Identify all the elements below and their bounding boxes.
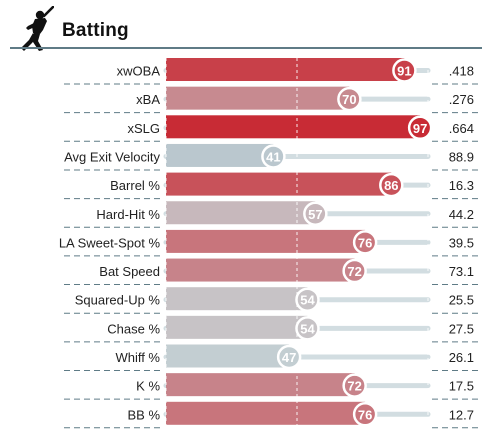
bar	[166, 58, 405, 81]
percentile-marker	[276, 344, 302, 370]
bar	[166, 401, 366, 425]
percentile-label: 41	[266, 149, 280, 164]
bar	[166, 115, 421, 139]
percentile-label: 72	[347, 379, 361, 394]
bar	[166, 344, 290, 368]
percentile-marker	[392, 58, 417, 83]
metric-label: K %	[136, 379, 160, 394]
metric-label: Bat Speed	[99, 264, 160, 279]
percentile-label: 97	[413, 121, 427, 136]
percentile-marker	[342, 373, 367, 398]
metric-label: xBA	[136, 92, 160, 107]
bar	[166, 201, 316, 225]
metric-label: xSLG	[127, 121, 160, 136]
section-title: Batting	[62, 20, 129, 41]
stat-value: .418	[449, 64, 474, 79]
percentile-label: 54	[300, 293, 315, 308]
metric-label: Whiff %	[115, 350, 160, 365]
metric-label: xwOBA	[117, 64, 161, 79]
metric-label: BB %	[127, 407, 160, 422]
percentile-marker	[379, 172, 404, 198]
bar	[166, 258, 355, 282]
stat-value: 25.5	[449, 293, 474, 308]
percentile-label: 91	[397, 64, 411, 79]
header-rule	[10, 47, 482, 49]
metric-label: Avg Exit Velocity	[64, 149, 160, 164]
bar	[166, 373, 355, 397]
percentile-chart: xwOBA 91 .418 xBA 70 .276 xSLG 97 .664 Avg Exit V…	[59, 58, 478, 429]
percentile-label: 70	[342, 92, 356, 107]
baseball-batter-icon	[21, 6, 54, 51]
stat-value: 73.1	[449, 264, 474, 279]
stat-value: 27.5	[449, 321, 474, 336]
percentile-marker	[295, 287, 320, 312]
percentile-label: 76	[358, 407, 372, 422]
bar	[166, 287, 308, 311]
metric-label: Squared-Up %	[75, 293, 161, 308]
bar	[166, 172, 392, 196]
bar	[166, 86, 350, 110]
metric-label: Hard-Hit %	[96, 207, 160, 222]
percentile-marker	[342, 258, 367, 284]
stat-value: 88.9	[449, 149, 474, 164]
stat-value: 44.2	[449, 207, 474, 222]
bar	[166, 315, 308, 339]
percentile-marker	[303, 201, 328, 226]
percentile-marker	[352, 230, 378, 255]
percentile-marker	[352, 402, 378, 427]
percentile-marker	[337, 86, 362, 112]
percentile-marker	[407, 115, 433, 141]
percentile-label: 86	[384, 178, 398, 193]
stat-value: 12.7	[449, 407, 474, 422]
stat-value: 17.5	[449, 379, 474, 394]
stat-value: 16.3	[449, 178, 474, 193]
stat-value: .664	[449, 121, 474, 136]
percentile-marker	[295, 316, 320, 341]
stat-value: 26.1	[449, 350, 474, 365]
percentile-label: 72	[347, 264, 361, 279]
percentile-label: 54	[300, 321, 315, 336]
metric-label: LA Sweet-Spot %	[59, 235, 161, 250]
percentile-label: 57	[308, 207, 322, 222]
percentile-label: 47	[282, 350, 296, 365]
stat-value: 39.5	[449, 235, 474, 250]
percentile-label: 76	[358, 235, 372, 250]
section-header: Batting	[0, 0, 492, 56]
stat-value: .276	[449, 92, 474, 107]
bar	[166, 229, 366, 253]
bar	[166, 143, 274, 167]
percentile-marker	[261, 144, 286, 169]
metric-label: Chase %	[107, 321, 160, 336]
metric-label: Barrel %	[110, 178, 160, 193]
